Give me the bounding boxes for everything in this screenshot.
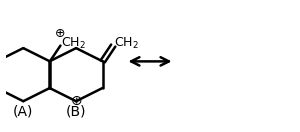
Text: (B): (B) xyxy=(66,105,86,119)
Text: (A): (A) xyxy=(13,105,34,119)
Text: CH$_2$: CH$_2$ xyxy=(114,36,139,51)
Text: $\oplus$: $\oplus$ xyxy=(54,27,65,40)
Text: CH$_2$: CH$_2$ xyxy=(61,36,86,51)
Text: $\oplus$: $\oplus$ xyxy=(70,94,82,108)
